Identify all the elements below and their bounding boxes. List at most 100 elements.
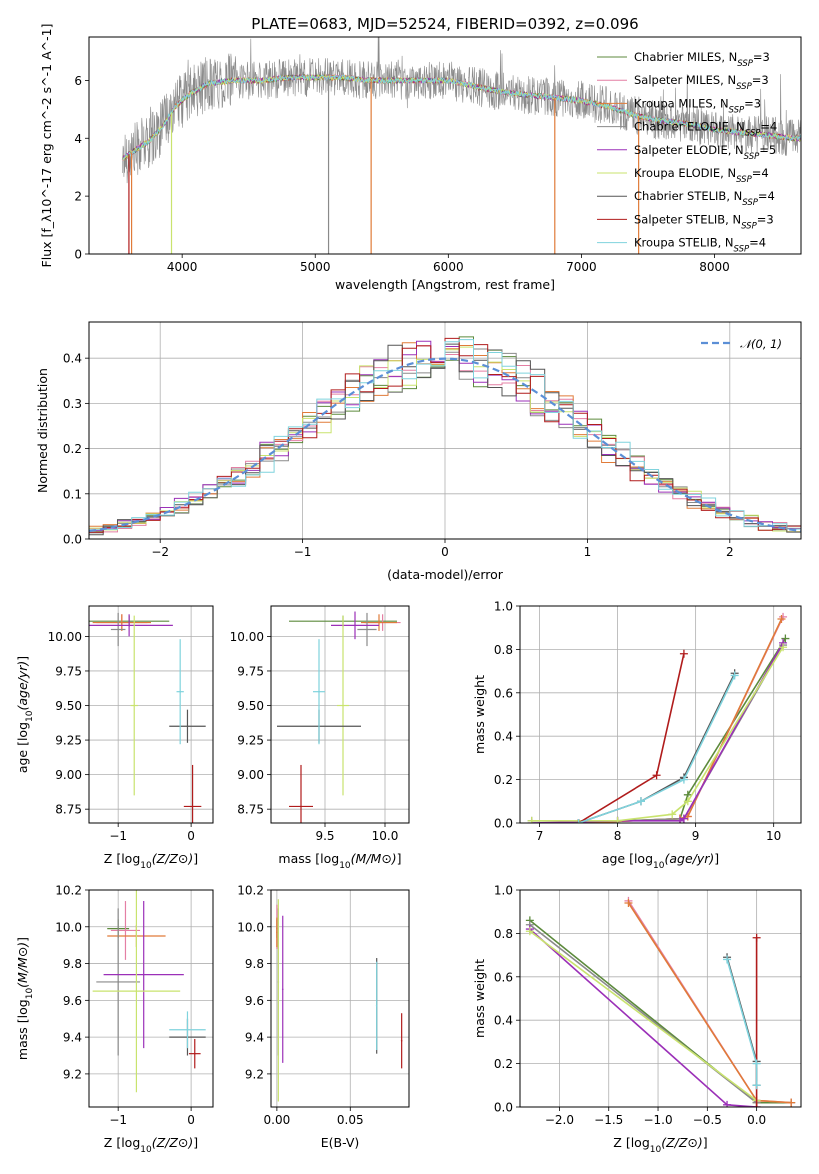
- marker-plus: [752, 1081, 761, 1090]
- axes-frame: [88, 889, 214, 1108]
- series-kroupa-stelib: [726, 959, 758, 1086]
- point-salpeter-elodie: [128, 624, 130, 627]
- marker-plus: [679, 814, 688, 823]
- point-kroupa-stelib: [375, 1005, 378, 1007]
- y-tick-label: 9.2: [245, 1067, 264, 1081]
- series-chabrier-stelib: [578, 672, 736, 823]
- x-tick-label: 10: [766, 829, 781, 843]
- x-tick-label: 0: [441, 545, 449, 559]
- x-tick-label: 6000: [433, 260, 464, 274]
- series-salpeter-miles: [627, 900, 792, 1104]
- y-tick-label: 10.00: [48, 630, 82, 644]
- point-kroupa-elodie: [277, 999, 280, 1002]
- axes-frame: [88, 321, 802, 540]
- x-tick-label: 4000: [167, 260, 198, 274]
- axes-age_vs_mass: 9.5 10.0 8.75 9.00 9.25 9.50 9.75 10.00 mass [lo…: [230, 605, 410, 871]
- axes-mass_vs_EBV: 0.00 0.05 9.2 9.4 9.6 9.8 10.0 10.2 E(B-V): [237, 884, 410, 1150]
- point-kroupa-elodie: [133, 704, 136, 707]
- y-tick-label: 9.4: [245, 1031, 264, 1045]
- y-tick-label: 9.25: [237, 734, 264, 748]
- figure-title: PLATE=0683, MJD=52524, FIBERID=0392, z=0…: [251, 15, 638, 33]
- y-tick-label: 0.2: [63, 442, 82, 456]
- marker-plus: [752, 1103, 761, 1107]
- series-salpeter-elodie: [531, 642, 784, 823]
- marker-plus: [636, 797, 645, 806]
- x-tick-label: 7: [536, 829, 544, 843]
- marker-plus: [679, 775, 688, 784]
- x-tick-label: −2.0: [545, 1113, 574, 1127]
- y-tick-label: 0.0: [63, 533, 82, 547]
- y-tick-label: 0.0: [494, 1101, 513, 1115]
- y-axis-label: mass [log10(M/M⊙)]: [15, 937, 35, 1060]
- y-tick-label: 9.00: [55, 768, 82, 782]
- y-tick-label: 0.2: [494, 1057, 513, 1071]
- plot-area-age_vs_Z: [89, 612, 206, 823]
- x-axis-label: Z [log10(Z/Z⊙)]: [104, 1135, 198, 1155]
- point-chabrier-elodie: [117, 628, 119, 631]
- point-kroupa-miles: [378, 621, 380, 624]
- y-tick-label: 9.6: [63, 994, 82, 1008]
- y-tick-label: 9.25: [55, 734, 82, 748]
- y-tick-label: 8.75: [237, 803, 264, 817]
- x-tick-label: 0.00: [264, 1113, 291, 1127]
- y-tick-label: 0.4: [494, 730, 513, 744]
- marker-plus: [613, 816, 622, 823]
- x-axis-label: Z [log10(Z/Z⊙)]: [104, 851, 198, 871]
- axes-frame: [519, 605, 802, 824]
- x-tick-label: −1: [294, 545, 312, 559]
- point-chabrier-elodie: [117, 981, 119, 983]
- point-kroupa-stelib: [186, 1028, 189, 1031]
- x-axis-label: wavelength [Angstrom, rest frame]: [335, 277, 555, 292]
- marker-plus: [668, 810, 677, 819]
- point-kroupa-stelib: [179, 690, 181, 693]
- legend-entry: Kroupa ELODIE, NSSP=4: [634, 166, 769, 185]
- y-tick-label: 9.50: [237, 699, 264, 713]
- legend-entry: Chabrier STELIB, NSSP=4: [634, 189, 775, 208]
- legend-entry: Salpeter ELODIE, NSSP=5: [634, 143, 776, 162]
- x-tick-label: 9: [692, 829, 700, 843]
- plot-area-massweight_vs_age: [527, 612, 790, 823]
- x-tick-label: −0.5: [693, 1113, 722, 1127]
- marker-plus: [730, 671, 739, 680]
- point-salpeter-elodie: [142, 973, 145, 976]
- y-tick-label: 0.6: [494, 970, 513, 984]
- series-kroupa-stelib: [578, 675, 736, 823]
- legend: Chabrier MILES, NSSP=3 Salpeter MILES, NS…: [597, 50, 777, 255]
- point-salpeter-elodie: [281, 988, 284, 991]
- y-tick-label: 0.8: [494, 643, 513, 657]
- axes-massweight_vs_age: 7 8 9 10 0.0 0.2 0.4 0.6 0.8 1.0 age [log10(age/yr…: [472, 600, 802, 871]
- y-tick-label: 9.2: [63, 1067, 82, 1081]
- x-tick-label: 9.5: [315, 829, 334, 843]
- y-tick-label: 10.00: [230, 630, 264, 644]
- y-tick-label: 9.4: [63, 1031, 82, 1045]
- axes-spectrum: 4000 5000 6000 7000 8000 0 2 4 6 wavelength [Angs…: [39, 24, 802, 292]
- x-axis-label: (data-model)/error: [387, 567, 504, 582]
- series-chabrier-miles: [578, 638, 787, 823]
- y-tick-label: 9.00: [237, 768, 264, 782]
- x-axis-label: age [log10(age/yr)]: [602, 851, 719, 871]
- point-salpeter-stelib: [191, 805, 194, 808]
- plot-area-age_vs_mass: [277, 611, 401, 823]
- y-axis-label: age [log10(age/yr)]: [15, 656, 35, 773]
- y-tick-label: 10.2: [237, 884, 264, 898]
- y-tick-label: 9.8: [245, 957, 264, 971]
- x-tick-label: 7000: [566, 260, 597, 274]
- point-kroupa-miles: [276, 931, 278, 934]
- marker-plus: [527, 816, 536, 823]
- x-tick-label: 5000: [300, 260, 331, 274]
- y-tick-label: 9.75: [55, 664, 82, 678]
- axes-frame: [88, 605, 214, 824]
- y-axis-label: mass weight: [472, 675, 487, 754]
- x-tick-label: 0.0: [747, 1113, 766, 1127]
- marker-plus: [624, 899, 633, 908]
- marker-plus: [752, 1059, 761, 1068]
- axes-mass_vs_Z: −1 0 9.2 9.4 9.6 9.8 10.0 10.2 Z [log10(Z/Z⊙)] ma…: [15, 884, 214, 1155]
- y-tick-label: 1.0: [494, 884, 513, 898]
- y-tick-label: 0.3: [63, 397, 82, 411]
- marker-plus: [679, 649, 688, 658]
- series-chabrier-miles: [529, 919, 792, 1104]
- y-tick-label: 0.4: [494, 1014, 513, 1028]
- marker-plus: [525, 927, 534, 936]
- y-tick-label: 6: [74, 74, 82, 88]
- y-tick-label: 10.2: [55, 884, 82, 898]
